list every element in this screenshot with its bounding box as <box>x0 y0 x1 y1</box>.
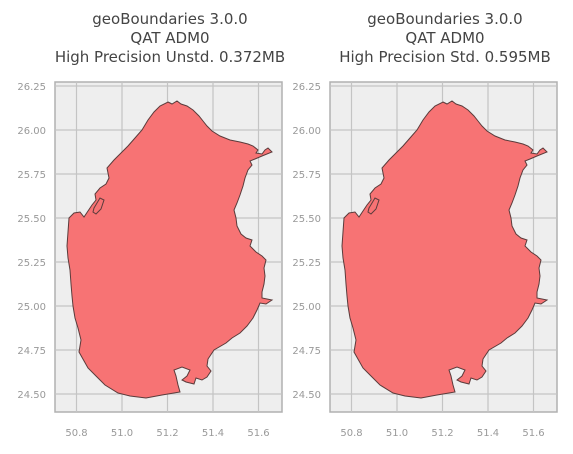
y-tick-label: 24.75 <box>292 346 321 357</box>
y-tick-label: 24.75 <box>17 346 46 357</box>
x-tick-label: 51.0 <box>111 428 133 439</box>
x-tick-label: 51.2 <box>431 428 453 439</box>
x-tick-label: 51.6 <box>522 428 544 439</box>
x-tick-label: 51.2 <box>156 428 178 439</box>
y-tick-label: 25.25 <box>17 258 46 269</box>
x-tick-label: 51.6 <box>247 428 269 439</box>
y-tick-label: 24.50 <box>292 390 321 401</box>
title-line-2: QAT ADM0 <box>405 29 485 47</box>
x-tick-label: 51.4 <box>477 428 499 439</box>
x-tick-label: 51.4 <box>202 428 224 439</box>
x-tick-label: 50.8 <box>65 428 87 439</box>
x-tick-label: 51.0 <box>386 428 408 439</box>
y-tick-label: 25.75 <box>17 170 46 181</box>
title-line-1: geoBoundaries 3.0.0 <box>367 10 523 28</box>
y-tick-label: 25.25 <box>292 258 321 269</box>
y-tick-label: 26.25 <box>17 82 46 93</box>
y-tick-label: 26.00 <box>17 126 46 137</box>
title-line-2: QAT ADM0 <box>130 29 210 47</box>
y-tick-label: 25.50 <box>292 214 321 225</box>
title-line-3: High Precision Std. 0.595MB <box>339 48 551 66</box>
y-tick-label: 25.00 <box>292 302 321 313</box>
y-tick-label: 25.75 <box>292 170 321 181</box>
title-line-1: geoBoundaries 3.0.0 <box>92 10 248 28</box>
y-tick-labels: 26.25 26.00 25.75 25.50 25.25 25.00 24.7… <box>17 82 46 401</box>
y-tick-label: 26.25 <box>292 82 321 93</box>
y-tick-label: 24.50 <box>17 390 46 401</box>
title-line-3: High Precision Unstd. 0.372MB <box>54 48 286 66</box>
y-tick-label: 25.00 <box>17 302 46 313</box>
map-panel-left: 26.25 26.00 25.75 25.50 25.25 25.00 24.7… <box>17 81 283 439</box>
map-panel-right: 26.25 26.00 25.75 25.50 25.25 25.00 24.7… <box>292 81 558 439</box>
y-tick-label: 26.00 <box>292 126 321 137</box>
x-tick-labels: 50.8 51.0 51.2 51.4 51.6 <box>340 428 544 439</box>
y-tick-label: 25.50 <box>17 214 46 225</box>
panel-title-left: geoBoundaries 3.0.0 QAT ADM0 High Precis… <box>40 10 300 67</box>
x-tick-labels: 50.8 51.0 51.2 51.4 51.6 <box>65 428 269 439</box>
panel-title-right: geoBoundaries 3.0.0 QAT ADM0 High Precis… <box>315 10 573 67</box>
y-tick-labels: 26.25 26.00 25.75 25.50 25.25 25.00 24.7… <box>292 82 321 401</box>
x-tick-label: 50.8 <box>340 428 362 439</box>
